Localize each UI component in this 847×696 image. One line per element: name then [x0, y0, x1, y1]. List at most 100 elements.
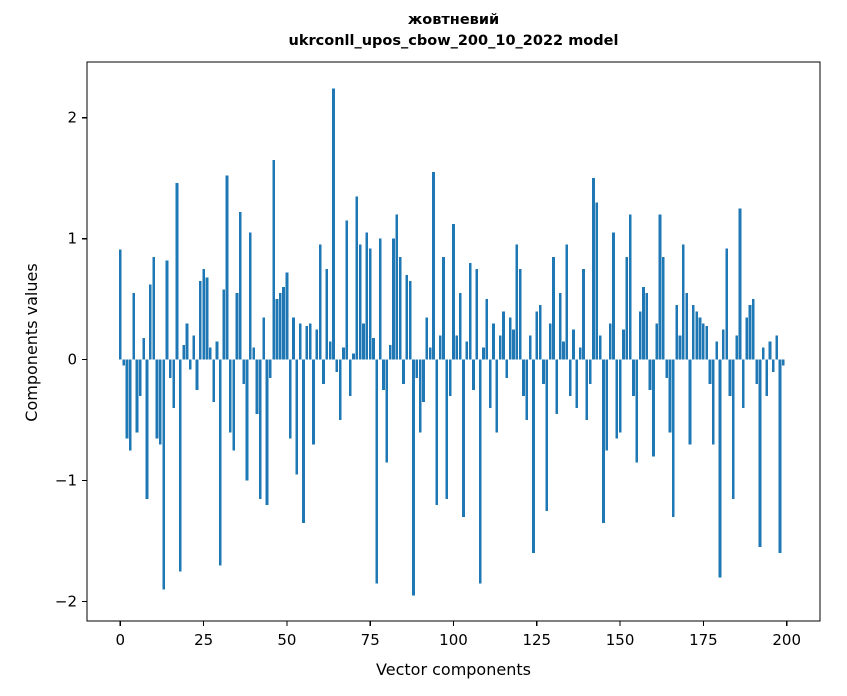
bar	[555, 359, 559, 415]
bar	[445, 359, 449, 499]
bar	[472, 359, 475, 390]
bar	[388, 345, 392, 360]
bar	[142, 337, 145, 360]
bar	[665, 359, 669, 378]
bar	[398, 256, 402, 360]
bar	[718, 359, 722, 578]
axes-border	[86, 61, 821, 622]
bar	[582, 268, 585, 360]
bar	[425, 317, 429, 360]
bar	[452, 224, 455, 360]
bar	[618, 359, 622, 433]
bar	[302, 359, 305, 523]
bar	[222, 289, 225, 360]
bar	[315, 329, 319, 360]
bar	[622, 329, 625, 360]
bar	[548, 323, 552, 360]
bar	[692, 305, 695, 360]
bar	[742, 359, 745, 409]
bar	[342, 347, 345, 360]
bar	[655, 323, 659, 360]
bar	[385, 359, 389, 463]
bar	[712, 359, 715, 445]
bar	[162, 359, 165, 590]
y-tick-label: 0	[67, 351, 77, 369]
bar	[382, 359, 385, 390]
bar	[458, 293, 462, 360]
bar	[215, 341, 219, 360]
bar	[552, 256, 555, 360]
bar	[735, 335, 739, 360]
bar	[375, 359, 379, 584]
bar	[442, 256, 445, 360]
bar	[228, 359, 232, 433]
bar	[648, 359, 652, 390]
bar	[448, 359, 452, 396]
bar	[128, 359, 132, 451]
bar	[765, 359, 769, 396]
bar	[505, 359, 509, 378]
bar	[345, 220, 349, 360]
bar	[538, 305, 542, 360]
bar	[748, 305, 752, 360]
bar	[588, 359, 592, 384]
bar	[478, 359, 482, 584]
bar	[185, 323, 189, 360]
bar	[418, 359, 422, 433]
bar	[152, 256, 155, 360]
bar	[232, 359, 235, 451]
bar	[288, 359, 292, 439]
bar	[218, 359, 222, 566]
bar	[265, 359, 269, 505]
bar	[512, 329, 515, 360]
bar	[572, 329, 575, 360]
bar	[165, 260, 169, 360]
bar	[182, 345, 185, 360]
bar	[575, 359, 579, 409]
bar	[558, 293, 562, 360]
bar	[652, 359, 655, 457]
bar	[592, 178, 595, 360]
bar	[335, 359, 339, 372]
bar	[465, 341, 469, 360]
bar	[702, 323, 705, 360]
bar	[212, 359, 215, 402]
bar	[492, 323, 495, 360]
bar	[595, 202, 599, 360]
x-tick-label: 100	[439, 631, 468, 649]
chart-title: жовтневий ukrconll_upos_cbow_200_10_2022…	[87, 10, 820, 52]
bar	[482, 347, 485, 360]
x-tick-label: 200	[772, 631, 801, 649]
bar	[608, 323, 612, 360]
bar	[768, 341, 772, 360]
bar	[728, 359, 732, 396]
bar	[305, 325, 309, 360]
bar	[178, 359, 182, 572]
bar	[405, 274, 409, 360]
bar	[468, 262, 472, 360]
bar	[368, 248, 372, 360]
bar	[612, 232, 615, 360]
bar	[138, 359, 142, 396]
bar	[668, 359, 672, 433]
bar	[585, 359, 589, 421]
bar	[252, 347, 255, 360]
bar	[542, 359, 545, 384]
bar	[145, 359, 149, 499]
bar	[248, 232, 252, 360]
bar	[258, 359, 262, 499]
bar	[192, 335, 195, 360]
bar	[255, 359, 259, 415]
bar	[658, 214, 662, 360]
bar	[205, 277, 209, 360]
bar	[402, 359, 405, 384]
bar	[625, 256, 629, 360]
bar	[202, 268, 205, 360]
bar	[322, 359, 325, 384]
chart-title-sub: ukrconll_upos_cbow_200_10_2022 model	[288, 33, 619, 50]
bar	[122, 359, 125, 366]
bar	[295, 359, 299, 475]
bar	[762, 347, 765, 360]
bar	[195, 359, 199, 390]
